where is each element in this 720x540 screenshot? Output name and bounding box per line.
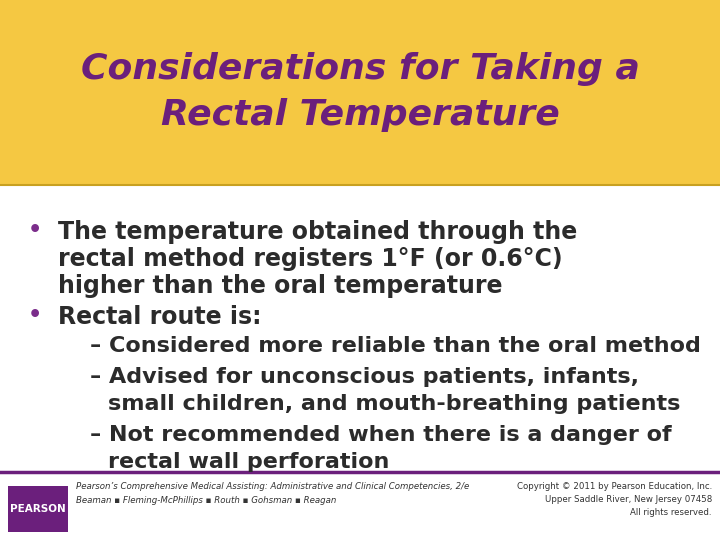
Text: Beaman ▪ Fleming-McPhillips ▪ Routh ▪ Gohsman ▪ Reagan: Beaman ▪ Fleming-McPhillips ▪ Routh ▪ Go… bbox=[76, 496, 336, 505]
Text: rectal wall perforation: rectal wall perforation bbox=[108, 452, 390, 472]
Text: – Advised for unconscious patients, infants,: – Advised for unconscious patients, infa… bbox=[90, 367, 639, 387]
Text: All rights reserved.: All rights reserved. bbox=[631, 508, 712, 517]
Text: The temperature obtained through the: The temperature obtained through the bbox=[58, 220, 577, 244]
Text: Rectal Temperature: Rectal Temperature bbox=[161, 98, 559, 132]
Text: •: • bbox=[28, 220, 42, 240]
Text: Upper Saddle River, New Jersey 07458: Upper Saddle River, New Jersey 07458 bbox=[545, 495, 712, 504]
Text: rectal method registers 1°F (or 0.6°C): rectal method registers 1°F (or 0.6°C) bbox=[58, 247, 562, 271]
Text: Considerations for Taking a: Considerations for Taking a bbox=[81, 51, 639, 85]
Text: Pearson’s Comprehensive Medical Assisting: Administrative and Clinical Competenc: Pearson’s Comprehensive Medical Assistin… bbox=[76, 482, 469, 491]
Text: PEARSON: PEARSON bbox=[10, 504, 66, 514]
Text: – Considered more reliable than the oral method: – Considered more reliable than the oral… bbox=[90, 336, 701, 356]
Text: Copyright © 2011 by Pearson Education, Inc.: Copyright © 2011 by Pearson Education, I… bbox=[517, 482, 712, 491]
Text: higher than the oral temperature: higher than the oral temperature bbox=[58, 274, 503, 298]
Text: – Not recommended when there is a danger of: – Not recommended when there is a danger… bbox=[90, 425, 672, 445]
Text: small children, and mouth-breathing patients: small children, and mouth-breathing pati… bbox=[108, 394, 680, 414]
Text: Rectal route is:: Rectal route is: bbox=[58, 305, 261, 329]
Bar bbox=[0, 0, 720, 185]
Bar bbox=[8, 486, 68, 532]
Text: •: • bbox=[28, 305, 42, 325]
